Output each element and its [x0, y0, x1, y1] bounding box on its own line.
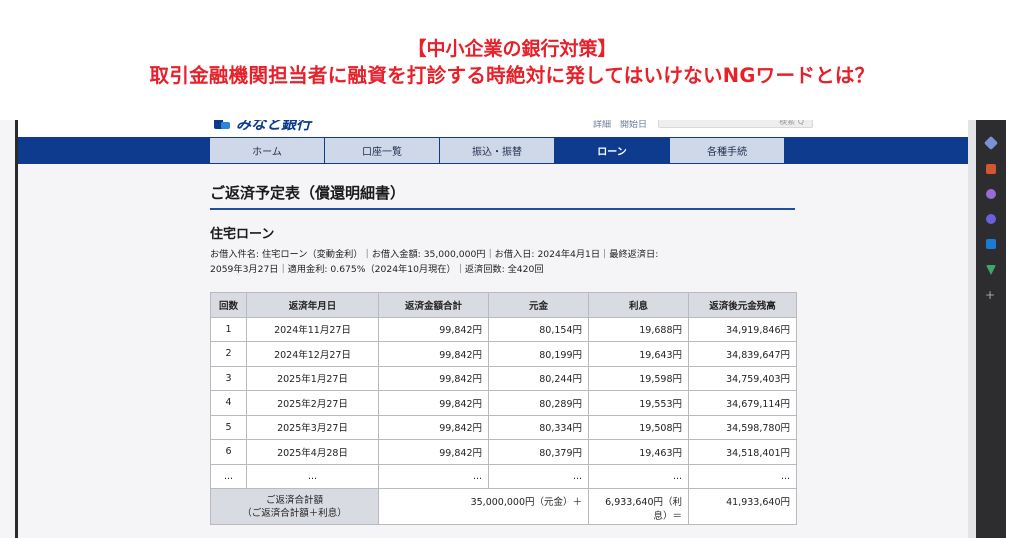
page-title: ご返済予定表（償還明細書） — [210, 184, 406, 202]
cell-date: 2025年2月27日 — [246, 390, 379, 416]
bank-logo[interactable]: みなと銀行 — [214, 120, 312, 133]
send-icon[interactable] — [986, 265, 996, 275]
people-icon[interactable] — [986, 189, 996, 199]
header-date: 返済年月日 — [246, 292, 379, 318]
cell-total: 99,842円 — [378, 439, 489, 465]
table-row: 1 2024年11月27日 99,842円 80,154円 19,688円 34… — [210, 316, 797, 342]
cell-date: ... — [246, 463, 379, 489]
header-interest: 利息 — [588, 292, 689, 318]
window-left-edge — [15, 120, 18, 538]
cell-count: 2 — [210, 341, 247, 367]
add-icon[interactable]: + — [985, 288, 996, 302]
title-divider — [210, 208, 795, 210]
cell-interest: 19,508円 — [588, 414, 689, 440]
repayment-schedule-table: 回数 返済年月日 返済金額合計 元金 利息 返済後元金残高 1 2024年11月… — [210, 292, 797, 525]
tag-icon[interactable] — [983, 135, 999, 151]
headline-line-1: 【中小企業の銀行対策】 — [407, 38, 617, 60]
loan-title: 住宅ローン — [210, 227, 275, 242]
cell-balance: 34,518,401円 — [688, 439, 797, 465]
cell-interest: ... — [588, 463, 689, 489]
cell-count: 1 — [210, 316, 247, 342]
table-row: 2 2024年12月27日 99,842円 80,199円 19,643円 34… — [210, 341, 797, 367]
nav-item-loan[interactable]: ローン — [555, 138, 669, 163]
headline: 【中小企業の銀行対策】 取引金融機関担当者に融資を打診する時絶対に発してはいけな… — [0, 37, 1024, 89]
total-label: ご返済合計額 （ご返済合計額＋利息） — [210, 488, 379, 525]
table-row: 3 2025年1月27日 99,842円 80,244円 19,598円 34,… — [210, 365, 797, 391]
cell-total: 99,842円 — [378, 390, 489, 416]
table-row: 4 2025年2月27日 99,842円 80,289円 19,553円 34,… — [210, 390, 797, 416]
cell-principal: 80,289円 — [488, 390, 589, 416]
cell-principal: ... — [488, 463, 589, 489]
total-interest: 6,933,640円（利息）＝ — [588, 488, 689, 525]
total-label-line-2: （ご返済合計額＋利息） — [242, 507, 347, 519]
cell-interest: 19,463円 — [588, 439, 689, 465]
outlook-icon[interactable] — [986, 239, 996, 249]
cell-principal: 80,199円 — [488, 341, 589, 367]
cell-principal: 80,154円 — [488, 316, 589, 342]
cell-date: 2025年4月28日 — [246, 439, 379, 465]
loan-info-line-1: お借入件名: 住宅ローン（変動金利）｜お借入金額: 35,000,000円｜お借… — [210, 249, 659, 260]
table-total-row: ご返済合計額 （ご返済合計額＋利息） 35,000,000円（元金）＋ 6,93… — [210, 488, 797, 525]
loan-info-line-2: 2059年3月27日｜適用金利: 0.675%（2024年10月現在）｜返済回数… — [210, 264, 544, 275]
header-principal: 元金 — [488, 292, 589, 318]
cell-principal: 80,244円 — [488, 365, 589, 391]
cell-balance: 34,679,114円 — [688, 390, 797, 416]
cell-count: 6 — [210, 439, 247, 465]
cell-count: 5 — [210, 414, 247, 440]
cell-total: 99,842円 — [378, 341, 489, 367]
nav-item-procedures[interactable]: 各種手続 — [670, 138, 784, 163]
site-header: みなと銀行 詳細 開始日 検索 Q — [18, 120, 968, 137]
table-row-ellipsis: ... ... ... ... ... ... — [210, 463, 797, 489]
total-sum: 41,933,640円 — [688, 488, 797, 525]
cell-count: 4 — [210, 390, 247, 416]
briefcase-icon[interactable] — [986, 164, 996, 174]
browser-sidebar: + — [976, 120, 1006, 538]
cell-date: 2024年12月27日 — [246, 341, 379, 367]
bank-logo-icon — [214, 120, 230, 129]
bank-logo-text: みなと銀行 — [236, 120, 312, 133]
table-row: 6 2025年4月28日 99,842円 80,379円 19,463円 34,… — [210, 439, 797, 465]
header-count: 回数 — [210, 292, 247, 318]
header-total: 返済金額合計 — [378, 292, 489, 318]
cell-interest: 19,688円 — [588, 316, 689, 342]
loan-info: お借入件名: 住宅ローン（変動金利）｜お借入金額: 35,000,000円｜お借… — [210, 247, 750, 277]
cell-interest: 19,643円 — [588, 341, 689, 367]
cell-interest: 19,553円 — [588, 390, 689, 416]
window-right-edge — [968, 120, 976, 538]
header-search-input[interactable]: 検索 Q — [658, 120, 813, 128]
table-row: 5 2025年3月27日 99,842円 80,334円 19,508円 34,… — [210, 414, 797, 440]
cell-total: ... — [378, 463, 489, 489]
copilot-icon[interactable] — [986, 214, 996, 224]
main-nav: ホーム 口座一覧 振込・振替 ローン 各種手続 — [18, 137, 968, 164]
nav-item-accounts[interactable]: 口座一覧 — [325, 138, 439, 163]
cell-balance: 34,919,846円 — [688, 316, 797, 342]
header-links[interactable]: 詳細 開始日 — [593, 120, 648, 130]
cell-balance: ... — [688, 463, 797, 489]
cell-date: 2025年1月27日 — [246, 365, 379, 391]
cell-count: 3 — [210, 365, 247, 391]
cell-date: 2025年3月27日 — [246, 414, 379, 440]
total-principal: 35,000,000円（元金）＋ — [378, 488, 589, 525]
cell-count: ... — [210, 463, 247, 489]
total-label-line-1: ご返済合計額 — [265, 494, 323, 506]
cell-balance: 34,839,647円 — [688, 341, 797, 367]
cell-principal: 80,334円 — [488, 414, 589, 440]
right-margin — [1006, 120, 1024, 538]
table-header-row: 回数 返済年月日 返済金額合計 元金 利息 返済後元金残高 — [210, 292, 797, 318]
cell-balance: 34,759,403円 — [688, 365, 797, 391]
cell-total: 99,842円 — [378, 414, 489, 440]
headline-line-2: 取引金融機関担当者に融資を打診する時絶対に発してはいけないNGワードとは？ — [149, 64, 875, 87]
cell-total: 99,842円 — [378, 316, 489, 342]
cell-principal: 80,379円 — [488, 439, 589, 465]
cell-balance: 34,598,780円 — [688, 414, 797, 440]
nav-item-transfer[interactable]: 振込・振替 — [440, 138, 554, 163]
cell-total: 99,842円 — [378, 365, 489, 391]
cell-date: 2024年11月27日 — [246, 316, 379, 342]
nav-item-home[interactable]: ホーム — [210, 138, 324, 163]
header-balance: 返済後元金残高 — [688, 292, 797, 318]
cell-interest: 19,598円 — [588, 365, 689, 391]
